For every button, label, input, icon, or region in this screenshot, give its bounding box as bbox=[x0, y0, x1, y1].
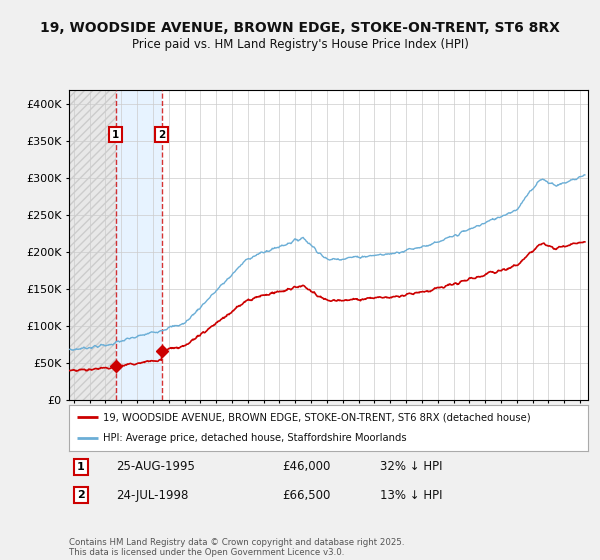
Text: 1: 1 bbox=[77, 462, 85, 472]
Text: 2: 2 bbox=[158, 130, 165, 139]
Text: HPI: Average price, detached house, Staffordshire Moorlands: HPI: Average price, detached house, Staf… bbox=[103, 433, 406, 444]
Text: 1: 1 bbox=[112, 130, 119, 139]
Bar bbox=[116, 90, 161, 400]
Text: Price paid vs. HM Land Registry's House Price Index (HPI): Price paid vs. HM Land Registry's House … bbox=[131, 38, 469, 51]
Text: 19, WOODSIDE AVENUE, BROWN EDGE, STOKE-ON-TRENT, ST6 8RX (detached house): 19, WOODSIDE AVENUE, BROWN EDGE, STOKE-O… bbox=[103, 412, 530, 422]
Text: 19, WOODSIDE AVENUE, BROWN EDGE, STOKE-ON-TRENT, ST6 8RX: 19, WOODSIDE AVENUE, BROWN EDGE, STOKE-O… bbox=[40, 21, 560, 35]
Text: £46,000: £46,000 bbox=[282, 460, 330, 473]
Text: £66,500: £66,500 bbox=[282, 488, 330, 502]
Text: 24-JUL-1998: 24-JUL-1998 bbox=[116, 488, 188, 502]
Text: Contains HM Land Registry data © Crown copyright and database right 2025.
This d: Contains HM Land Registry data © Crown c… bbox=[69, 538, 404, 557]
Text: 13% ↓ HPI: 13% ↓ HPI bbox=[380, 488, 443, 502]
Text: 2: 2 bbox=[77, 490, 85, 500]
Bar bbox=[69, 90, 116, 400]
Text: 25-AUG-1995: 25-AUG-1995 bbox=[116, 460, 194, 473]
Text: 32% ↓ HPI: 32% ↓ HPI bbox=[380, 460, 443, 473]
